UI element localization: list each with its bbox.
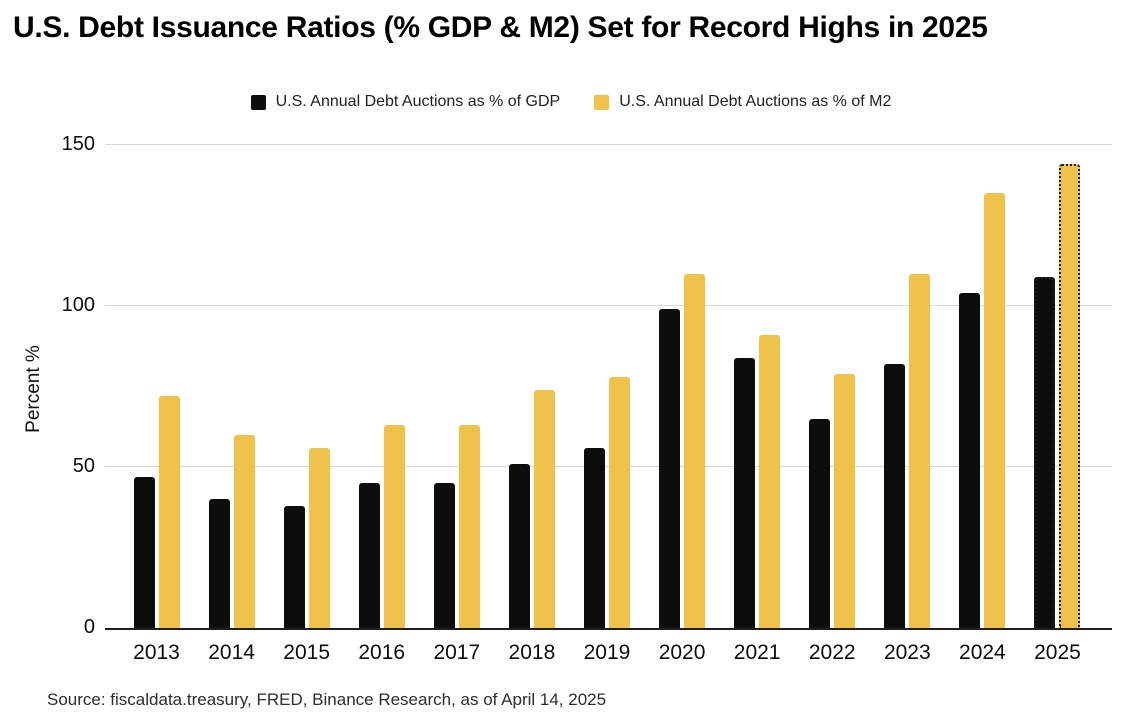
x-axis-label-2013: 2013 [133, 641, 180, 664]
x-axis-label-2016: 2016 [358, 641, 406, 664]
x-axis-label-2020: 2020 [658, 641, 706, 664]
bar-gdp-2017 [433, 483, 455, 628]
bar-m2-2015 [308, 447, 330, 628]
bar-group-2016 [358, 147, 405, 628]
x-axis-label-2015: 2015 [283, 641, 331, 664]
m2-series-swatch [594, 94, 610, 110]
x-axis-label-2021: 2021 [733, 641, 781, 664]
x-axis-label-2022: 2022 [808, 641, 856, 664]
bar-m2-2017 [458, 425, 480, 628]
bar-gdp-2015 [283, 505, 305, 628]
bar-gdp-2014 [208, 499, 230, 628]
chart-title: U.S. Debt Issuance Ratios (% GDP & M2) S… [13, 11, 988, 44]
bar-group-2013 [133, 147, 180, 628]
bar-gdp-2020 [659, 309, 681, 628]
y-tick-label-150: 150 [61, 133, 95, 155]
bar-m2-2021 [759, 334, 781, 628]
bar-gdp-2013 [133, 476, 155, 628]
bar-group-2025 [1034, 147, 1081, 628]
y-tick-label-100: 100 [61, 294, 95, 316]
bar-group-2019 [583, 147, 630, 628]
bar-gdp-2018 [508, 463, 530, 628]
x-axis-label-2019: 2019 [583, 641, 631, 664]
bar-gdp-2016 [358, 483, 380, 628]
bar-group-2022 [809, 147, 856, 628]
bar-group-2023 [884, 147, 931, 628]
x-axis-label-2023: 2023 [883, 641, 931, 664]
bar-gdp-2021 [734, 357, 756, 628]
legend-item-m2: U.S. Annual Debt Auctions as % of M2 [594, 93, 891, 111]
bar-group-2021 [734, 147, 781, 628]
y-tick-label-50: 50 [72, 455, 95, 477]
bar-gdp-2024 [959, 293, 981, 628]
bar-gdp-2025 [1034, 277, 1056, 628]
gridline-150 [105, 144, 1112, 145]
bar-m2-2019 [608, 376, 630, 628]
bar-group-2020 [659, 147, 706, 628]
legend-label-m2: U.S. Annual Debt Auctions as % of M2 [619, 93, 892, 110]
gridline-50 [105, 466, 1112, 467]
x-axis-label-2024: 2024 [959, 641, 1006, 664]
bar-m2-2013 [158, 396, 180, 628]
bar-group-2018 [508, 147, 555, 628]
x-axis-label-2017: 2017 [433, 641, 481, 664]
legend-label-gdp: U.S. Annual Debt Auctions as % of GDP [275, 93, 561, 110]
y-axis-title: Percent % [23, 345, 44, 433]
bar-gdp-2022 [809, 418, 831, 628]
bar-gdp-2023 [884, 363, 906, 628]
bar-m2-2023 [909, 273, 931, 628]
bar-m2-2014 [233, 434, 255, 628]
x-axis-label-2025: 2025 [1034, 641, 1081, 664]
legend-item-gdp: U.S. Annual Debt Auctions as % of GDP [250, 93, 561, 111]
bar-group-2014 [208, 147, 255, 628]
bar-group-2017 [433, 147, 480, 628]
gdp-series-swatch [250, 94, 266, 110]
x-axis-label-2014: 2014 [208, 641, 255, 664]
bar-m2-2020 [684, 273, 706, 628]
gridline-100 [105, 305, 1112, 306]
bar-m2-2018 [533, 389, 555, 628]
y-tick-label-0: 0 [83, 616, 95, 638]
bar-group-2015 [283, 147, 330, 628]
bar-m2-2025 [1059, 164, 1081, 628]
legend: U.S. Annual Debt Auctions as % of GDP U.… [0, 93, 1142, 111]
bar-group-2024 [959, 147, 1006, 628]
plot-area: 0 50 100 150 2013 2014 2015 2016 2017 2018 2019 202… [62, 133, 1112, 664]
bar-m2-2022 [834, 373, 856, 628]
bar-m2-2024 [984, 193, 1006, 628]
bar-gdp-2019 [583, 447, 605, 628]
bar-m2-2016 [383, 425, 405, 628]
source-note: Source: fiscaldata.treasury, FRED, Binan… [47, 690, 607, 709]
x-axis-label-2018: 2018 [508, 641, 556, 664]
